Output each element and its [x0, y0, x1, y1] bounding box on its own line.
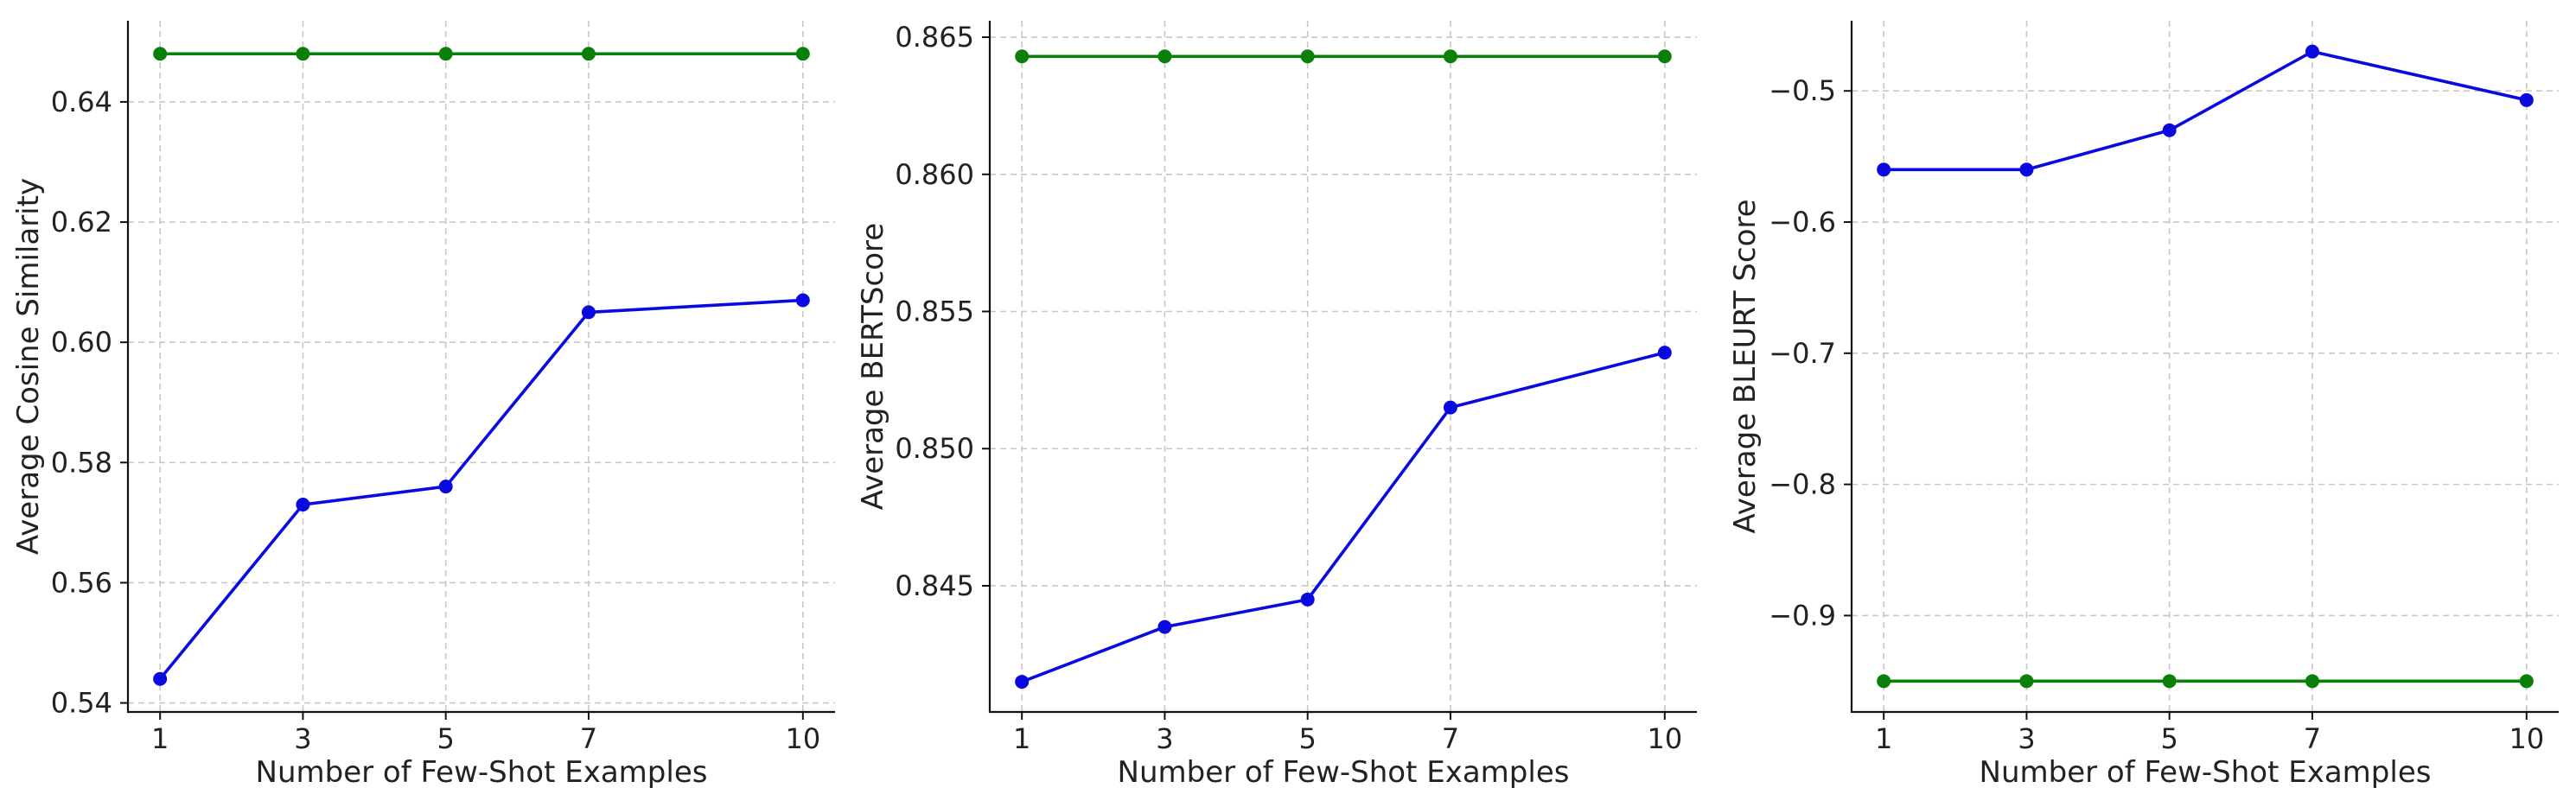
data-point	[2305, 674, 2319, 689]
x-tick-label: 5	[1299, 722, 1317, 755]
data-point	[438, 47, 453, 61]
data-point	[1015, 49, 1030, 64]
x-tick-label: 7	[2304, 722, 2321, 755]
x-tick-label: 10	[1647, 722, 1682, 755]
x-tick-label: 10	[785, 722, 820, 755]
data-point	[1657, 49, 1672, 64]
data-point	[581, 47, 596, 61]
x-tick-label: 5	[2161, 722, 2178, 755]
data-point	[1300, 49, 1315, 64]
x-tick-label: 10	[2509, 722, 2544, 755]
y-tick-label: −0.6	[1769, 206, 1836, 238]
bertscore-panel: Number of Few-Shot Examples Average BERT…	[856, 21, 1697, 790]
y-tick-label: −0.7	[1769, 337, 1836, 370]
x-tick-label: 3	[1156, 722, 1173, 755]
y-tick-label: 0.855	[895, 295, 974, 328]
y-tick-label: 0.850	[895, 432, 974, 465]
data-point	[2019, 162, 2034, 177]
y-tick-label: 0.54	[51, 687, 112, 720]
x-tick-label: 1	[1013, 722, 1030, 755]
data-point	[2019, 674, 2034, 689]
y-tick-label: 0.60	[51, 326, 112, 359]
data-point	[438, 480, 453, 494]
data-point	[1157, 620, 1172, 634]
y-tick-label: −0.8	[1769, 468, 1836, 501]
data-point	[153, 47, 168, 61]
data-point	[2305, 44, 2319, 59]
series-2	[1877, 674, 2534, 689]
data-point	[1300, 592, 1315, 607]
data-point	[153, 671, 168, 686]
axes-spine	[1850, 21, 2559, 714]
x-tick-label: 3	[294, 722, 311, 755]
series-1	[153, 293, 810, 686]
data-point	[1877, 674, 1891, 689]
data-point	[795, 293, 810, 308]
grid	[990, 21, 1697, 712]
grid	[1852, 21, 2559, 712]
y-axis-title: Average BLEURT Score	[1728, 199, 1763, 533]
series-1	[1877, 44, 2534, 177]
y-tick-label: 0.62	[51, 206, 112, 238]
axes-spine	[988, 21, 1697, 714]
data-point	[2162, 123, 2177, 137]
x-tick-label: 3	[2018, 722, 2035, 755]
x-tick-label: 1	[1875, 722, 1892, 755]
y-axis-title: Average BERTScore	[856, 223, 890, 510]
y-tick-label: 0.58	[51, 446, 112, 479]
data-point	[1157, 49, 1172, 64]
data-point	[2162, 674, 2177, 689]
series-2	[153, 47, 810, 61]
y-axis-title: Average Cosine Similarity	[11, 178, 46, 555]
series-2	[1015, 49, 1672, 64]
data-point	[1443, 49, 1457, 64]
data-point	[581, 305, 596, 320]
y-tick-label: 0.845	[895, 569, 974, 602]
data-point	[1015, 675, 1030, 689]
grid	[128, 21, 835, 712]
x-tick-label: 1	[151, 722, 169, 755]
y-tick-label: −0.5	[1769, 74, 1836, 107]
y-tick-label: 0.865	[895, 21, 974, 54]
bleurt-score-panel: Number of Few-Shot Examples Average BLEU…	[1728, 21, 2559, 790]
x-tick-label: 7	[580, 722, 597, 755]
data-point	[296, 498, 310, 512]
data-point	[1877, 162, 1891, 177]
y-tick-label: 0.64	[51, 86, 112, 118]
data-point	[296, 47, 310, 61]
data-point	[2519, 674, 2534, 689]
x-axis-title: Number of Few-Shot Examples	[256, 755, 708, 790]
x-axis-title: Number of Few-Shot Examples	[1118, 755, 1570, 790]
y-tick-label: 0.56	[51, 566, 112, 599]
cosine-similarity-panel: Number of Few-Shot Examples Average Cosi…	[11, 21, 835, 790]
data-point	[1657, 346, 1672, 360]
data-point	[2519, 92, 2534, 107]
data-point	[795, 47, 810, 61]
series-1	[1015, 346, 1672, 689]
x-tick-label: 5	[437, 722, 455, 755]
axes-spine	[126, 21, 835, 714]
x-tick-label: 7	[1442, 722, 1459, 755]
y-tick-label: −0.9	[1769, 599, 1836, 632]
data-point	[1443, 400, 1457, 415]
y-tick-label: 0.860	[895, 158, 974, 191]
x-axis-title: Number of Few-Shot Examples	[1980, 755, 2432, 790]
